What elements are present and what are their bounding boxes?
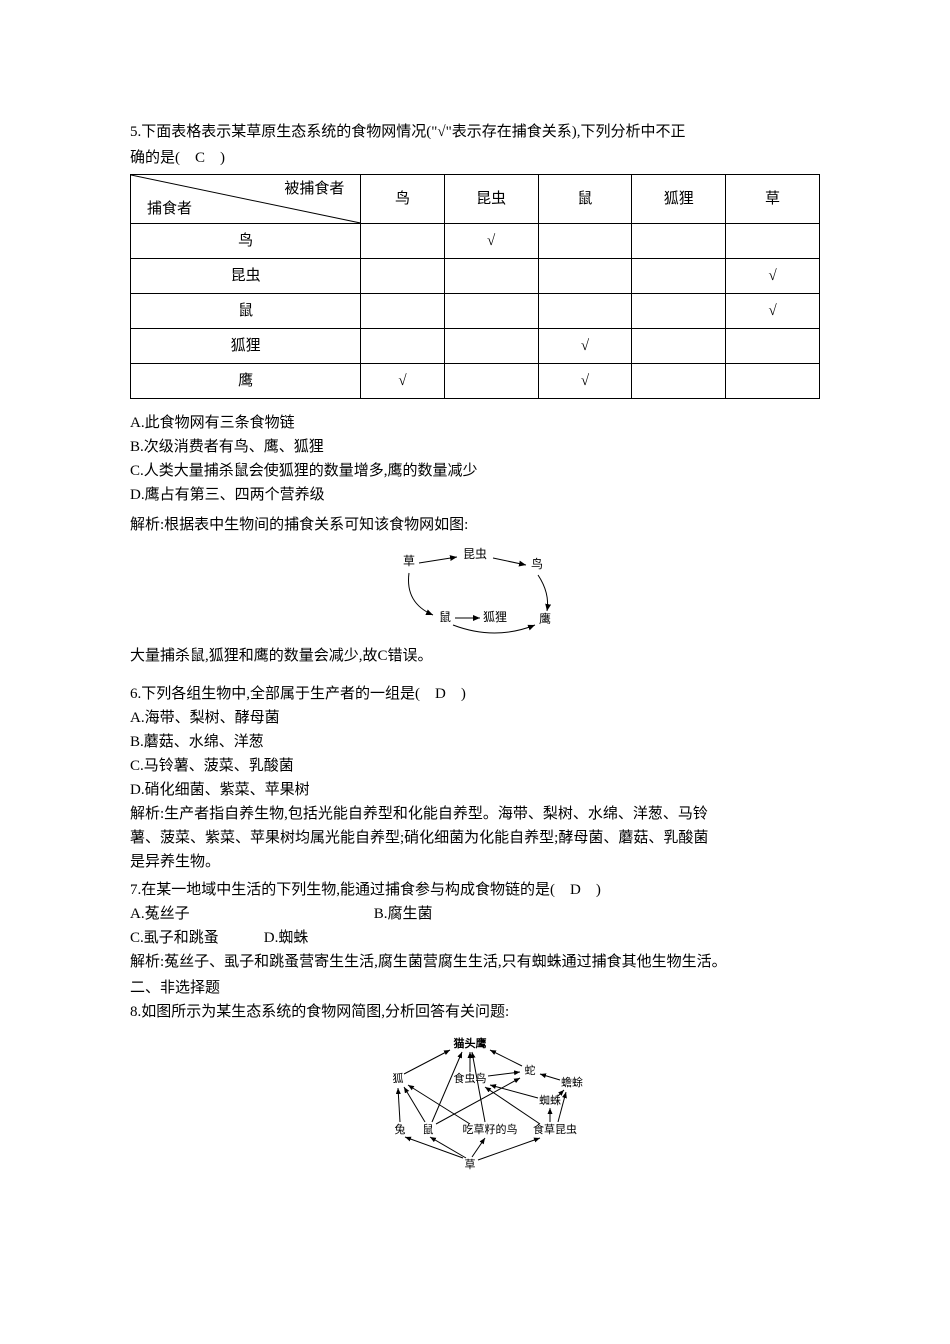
q5-opt-b: B.次级消费者有鸟、鹰、狐狸 [130,435,820,459]
q7-opt-a: A.菟丝子 [130,902,370,926]
q6-opt-b: B.蘑菇、水绵、洋葱 [130,730,820,754]
node-maotou: 猫头鹰 [454,1036,487,1050]
q5-table-header-diag: 被捕食者 捕食者 [131,175,361,224]
cell [632,259,726,294]
cell [361,294,444,329]
q7-explain: 解析:菟丝子、虱子和跳蚤营寄生生活,腐生菌营腐生生活,只有蜘蛛通过捕食其他生物生… [130,950,820,974]
q5-head-top: 被捕食者 [284,177,344,201]
row-label: 鸟 [131,224,361,259]
cell [632,294,726,329]
node-chicao: 吃草籽的鸟 [463,1122,518,1136]
table-row: 鸟 √ [131,224,820,259]
q5-col-0: 鸟 [361,175,444,224]
node-cao: 草 [465,1158,476,1171]
cell [444,364,538,399]
cell [361,259,444,294]
q6-explain-3: 是异养生物。 [130,850,820,874]
cell [726,224,820,259]
q5-col-2: 鼠 [538,175,632,224]
q5-options: A.此食物网有三条食物链 B.次级消费者有鸟、鹰、狐狸 C.人类大量捕杀鼠会使狐… [130,411,820,507]
cell [444,294,538,329]
node-caokun: 食草昆虫 [533,1122,577,1136]
row-label: 鹰 [131,364,361,399]
cell [632,364,726,399]
q5-opt-a: A.此食物网有三条食物链 [130,411,820,435]
cell [538,224,632,259]
row-label: 鼠 [131,294,361,329]
cell: √ [726,294,820,329]
section2-header: 二、非选择题 [130,976,820,1000]
cell: √ [444,224,538,259]
cell: √ [361,364,444,399]
row-label: 狐狸 [131,329,361,364]
q7-opt-d: D.蜘蛛 [264,926,309,950]
node-tu: 兔 [395,1122,406,1136]
q8-stem: 8.如图所示为某生态系统的食物网简图,分析回答有关问题: [130,1000,820,1024]
q5-col-4: 草 [726,175,820,224]
node-she: 蛇 [525,1063,536,1077]
q6-opt-a: A.海带、梨树、酵母菌 [130,706,820,730]
q5-col-1: 昆虫 [444,175,538,224]
table-row: 鼠 √ [131,294,820,329]
q5-explain-head: 解析:根据表中生物间的捕食关系可知该食物网如图: [130,513,820,537]
q5-opt-c: C.人类大量捕杀鼠会使狐狸的数量增多,鹰的数量减少 [130,459,820,483]
q7-opt-b: B.腐生菌 [374,902,433,926]
q5-opt-d: D.鹰占有第三、四两个营养级 [130,483,820,507]
node-hu: 狐 [393,1071,404,1085]
cell: √ [726,259,820,294]
cell [444,259,538,294]
node-shu: 鼠 [423,1122,434,1136]
q6-opt-d: D.硝化细菌、紫菜、苹果树 [130,778,820,802]
q7-stem: 7.在某一地域中生活的下列生物,能通过捕食参与构成食物链的是( D ) [130,878,820,902]
q5-diagram: 草 昆虫 鸟 鼠 狐狸 鹰 [375,543,575,638]
q7-opt-c: C.虱子和跳蚤 [130,926,260,950]
q8-diagram: 草 兔 鼠 吃草籽的鸟 食草昆虫 狐 食虫鸟 蛇 蜘蛛 蟾蜍 猫头鹰 [350,1030,600,1180]
node-huli: 狐狸 [483,610,507,624]
cell [361,329,444,364]
q5-col-3: 狐狸 [632,175,726,224]
q5-stem-line1: 5.下面表格表示某草原生态系统的食物网情况("√"表示存在捕食关系),下列分析中… [130,120,820,144]
cell [632,224,726,259]
q5-table: 被捕食者 捕食者 鸟 昆虫 鼠 狐狸 草 鸟 √ 昆虫 √ [130,174,820,399]
q6-stem: 6.下列各组生物中,全部属于生产者的一组是( D ) [130,682,820,706]
table-row: 鹰 √ √ [131,364,820,399]
node-zhizhu: 蜘蛛 [539,1093,561,1107]
cell [726,364,820,399]
table-row: 昆虫 √ [131,259,820,294]
cell [361,224,444,259]
cell [726,329,820,364]
table-row: 狐狸 √ [131,329,820,364]
cell [632,329,726,364]
q6-explain-1: 解析:生产者指自养生物,包括光能自养型和化能自养型。海带、梨树、水绵、洋葱、马铃 [130,802,820,826]
q6-opt-c: C.马铃薯、菠菜、乳酸菌 [130,754,820,778]
q5-explain-tail: 大量捕杀鼠,狐狸和鹰的数量会减少,故C错误。 [130,644,820,668]
cell [538,294,632,329]
cell: √ [538,329,632,364]
node-kunchong: 昆虫 [463,547,487,561]
node-shichong: 食虫鸟 [454,1071,487,1085]
node-ying: 鹰 [539,611,551,626]
q6-explain-2: 薯、菠菜、紫菜、苹果树均属光能自养型;硝化细菌为化能自养型;酵母菌、蘑菇、乳酸菌 [130,826,820,850]
cell: √ [538,364,632,399]
node-cao: 草 [403,554,415,568]
q5-stem-line2: 确的是( C ) [130,146,820,170]
cell [444,329,538,364]
node-shu: 鼠 [439,610,451,624]
node-chanchu: 蟾蜍 [561,1075,583,1089]
row-label: 昆虫 [131,259,361,294]
cell [538,259,632,294]
q5-head-bottom: 捕食者 [147,197,192,221]
node-niao: 鸟 [531,556,543,571]
